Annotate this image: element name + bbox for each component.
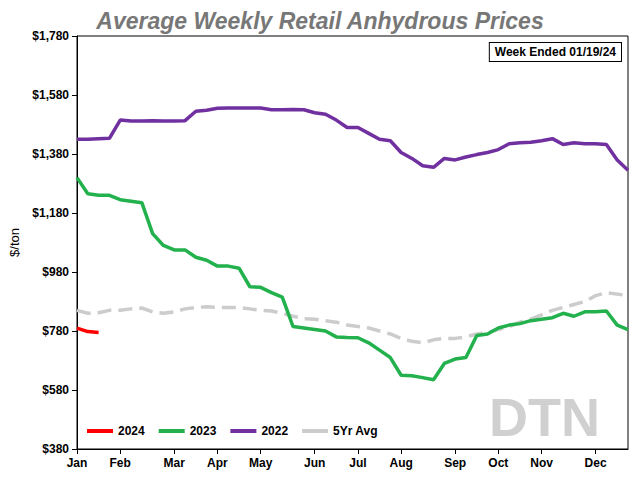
svg-text:$1,180: $1,180 bbox=[32, 206, 69, 220]
svg-text:2023: 2023 bbox=[190, 424, 217, 438]
svg-text:$/ton: $/ton bbox=[7, 228, 22, 257]
svg-text:2022: 2022 bbox=[261, 424, 288, 438]
svg-text:$1,580: $1,580 bbox=[32, 88, 69, 102]
svg-text:$1,780: $1,780 bbox=[32, 29, 69, 43]
svg-text:Aug: Aug bbox=[389, 456, 412, 470]
svg-text:Apr: Apr bbox=[207, 456, 228, 470]
svg-text:Dec: Dec bbox=[585, 456, 607, 470]
svg-text:Oct: Oct bbox=[488, 456, 508, 470]
svg-text:DTN: DTN bbox=[489, 387, 600, 447]
svg-text:Feb: Feb bbox=[110, 456, 131, 470]
svg-text:Jun: Jun bbox=[304, 456, 325, 470]
svg-text:Jan: Jan bbox=[67, 456, 88, 470]
svg-text:Mar: Mar bbox=[164, 456, 186, 470]
svg-text:5Yr Avg: 5Yr Avg bbox=[333, 424, 377, 438]
svg-text:Average Weekly Retail Anhydrou: Average Weekly Retail Anhydrous Prices bbox=[95, 8, 543, 34]
svg-text:Nov: Nov bbox=[530, 456, 553, 470]
svg-text:$1,380: $1,380 bbox=[32, 147, 69, 161]
svg-text:$980: $980 bbox=[42, 265, 69, 279]
svg-text:Jul: Jul bbox=[349, 456, 366, 470]
svg-text:2024: 2024 bbox=[118, 424, 145, 438]
svg-text:May: May bbox=[249, 456, 273, 470]
svg-text:Week Ended 01/19/24: Week Ended 01/19/24 bbox=[495, 45, 617, 59]
svg-text:$380: $380 bbox=[42, 442, 69, 456]
svg-text:Sep: Sep bbox=[444, 456, 466, 470]
svg-text:$780: $780 bbox=[42, 324, 69, 338]
svg-text:$580: $580 bbox=[42, 383, 69, 397]
